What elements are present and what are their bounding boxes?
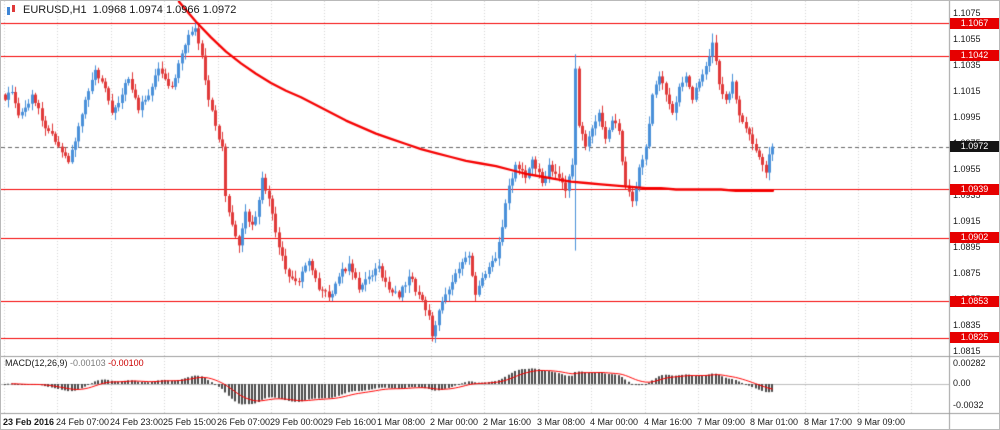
time-axis-label: 23 Feb 2016 [3,417,55,427]
macd-axis-max: 0.00282 [953,358,986,368]
time-axis-label: 29 Feb 00:00 [270,417,324,427]
time-axis-label: 9 Mar 09:00 [857,417,906,427]
time-axis-label: 24 Feb 07:00 [56,417,110,427]
time-axis-label: 1 Mar 08:00 [377,417,426,427]
price-axis-label: 1.0915 [953,215,981,226]
macd-axis-min: -0.0032 [953,400,984,410]
time-axis-label: 8 Mar 01:00 [750,417,799,427]
price-axis-label: 1.0875 [953,267,981,278]
time-axis-label: 3 Mar 08:00 [537,417,586,427]
macd-value: -0.00103 [70,358,106,368]
level-price-tag[interactable]: 1.0939 [950,184,999,195]
level-price-tag[interactable]: 1.0853 [950,295,999,307]
current-price-tag: 1.0972 [950,141,999,153]
time-axis-label: 26 Feb 07:00 [217,417,271,427]
macd-axis-zero: 0.00 [953,378,971,388]
time-axis-label: 8 Mar 17:00 [804,417,853,427]
price-axis-label: 1.1055 [953,33,981,44]
level-price-tag[interactable]: 1.0902 [950,232,999,244]
time-axis-label: 2 Mar 16:00 [483,417,532,427]
macd-name: MACD(12,26,9) [5,358,68,368]
price-axis-label: 1.0955 [953,163,981,174]
chart-title: EURUSD,H1 1.0968 1.0974 1.0966 1.0972 [6,4,236,16]
price-axis-label: 1.0895 [953,241,981,252]
time-axis-label: 29 Feb 16:00 [323,417,377,427]
time-axis-label: 4 Mar 16:00 [644,417,693,427]
macd-signal-value: -0.00100 [108,358,144,368]
price-axis-label: 1.0995 [953,111,981,122]
price-axis-label: 1.1075 [953,7,981,18]
time-axis-label: 2 Mar 00:00 [430,417,479,427]
symbol-period-label: EURUSD,H1 [23,4,87,16]
price-axis-label: 1.0815 [953,345,981,356]
level-price-tag[interactable]: 1.1067 [950,17,999,29]
price-axis-label: 1.1035 [953,59,981,70]
price-axis-label: 1.0835 [953,319,981,330]
ohlc-values: 1.0968 1.0974 1.0966 1.0972 [92,4,237,16]
time-axis-label: 4 Mar 00:00 [590,417,639,427]
macd-indicator-label: MACD(12,26,9) -0.00103 -0.00100 [5,358,144,368]
time-axis-label: 25 Feb 15:00 [163,417,217,427]
time-axis-label: 24 Feb 23:00 [110,417,164,427]
price-axis-label: 1.1015 [953,85,981,96]
level-price-tag[interactable]: 1.1042 [950,50,999,62]
level-price-tag[interactable]: 1.0825 [950,332,999,344]
time-axis-label: 7 Mar 09:00 [697,417,746,427]
candlestick-chart-icon [6,4,17,16]
